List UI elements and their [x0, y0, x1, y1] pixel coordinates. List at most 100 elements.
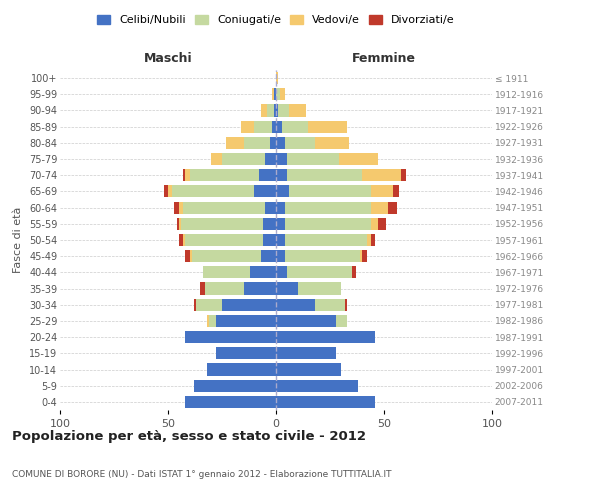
Bar — [276, 202, 284, 213]
Bar — [338, 153, 377, 165]
Bar — [284, 137, 315, 149]
Text: COMUNE DI BORORE (NU) - Dati ISTAT 1° gennaio 2012 - Elaborazione TUTTITALIA.IT: COMUNE DI BORORE (NU) - Dati ISTAT 1° ge… — [12, 470, 392, 479]
Bar — [226, 137, 244, 149]
Bar — [276, 88, 280, 101]
Bar — [203, 266, 250, 278]
Bar — [272, 120, 276, 132]
Y-axis label: Fasce di età: Fasce di età — [13, 207, 23, 273]
Bar — [337, 315, 347, 327]
Bar — [284, 218, 371, 230]
Bar — [274, 104, 276, 117]
Bar — [185, 234, 263, 246]
Bar — [371, 186, 392, 198]
Bar — [284, 234, 367, 246]
Bar — [287, 153, 338, 165]
Bar — [172, 186, 254, 198]
Bar — [276, 234, 284, 246]
Bar — [283, 120, 308, 132]
Bar — [274, 88, 276, 101]
Bar — [205, 282, 244, 294]
Bar — [265, 202, 276, 213]
Bar — [190, 250, 192, 262]
Bar — [289, 186, 371, 198]
Bar — [276, 169, 287, 181]
Bar — [215, 348, 276, 360]
Bar — [278, 104, 289, 117]
Bar — [179, 234, 183, 246]
Bar — [284, 202, 371, 213]
Bar — [265, 153, 276, 165]
Bar — [185, 331, 276, 343]
Bar — [371, 234, 376, 246]
Bar — [244, 137, 269, 149]
Bar — [284, 250, 360, 262]
Bar — [287, 266, 352, 278]
Bar — [276, 218, 284, 230]
Bar — [371, 218, 377, 230]
Bar — [315, 298, 345, 311]
Bar — [181, 218, 263, 230]
Bar — [176, 218, 179, 230]
Bar — [287, 169, 362, 181]
Bar — [259, 169, 276, 181]
Bar — [276, 72, 278, 84]
Bar — [345, 298, 347, 311]
Bar — [222, 153, 265, 165]
Bar — [192, 250, 261, 262]
Bar — [215, 315, 276, 327]
Bar — [352, 266, 356, 278]
Bar — [276, 348, 337, 360]
Bar — [185, 169, 190, 181]
Bar — [254, 186, 276, 198]
Bar — [244, 282, 276, 294]
Bar — [276, 331, 376, 343]
Bar — [183, 169, 185, 181]
Bar — [194, 298, 196, 311]
Bar — [209, 315, 215, 327]
Bar — [200, 282, 205, 294]
Bar — [276, 266, 287, 278]
Bar — [194, 380, 276, 392]
Bar — [388, 202, 397, 213]
Bar — [164, 186, 168, 198]
Bar — [401, 169, 406, 181]
Bar — [276, 315, 337, 327]
Legend: Celibi/Nubili, Coniugati/e, Vedovi/e, Divorziati/e: Celibi/Nubili, Coniugati/e, Vedovi/e, Di… — [93, 10, 459, 30]
Bar — [362, 250, 367, 262]
Bar — [179, 202, 183, 213]
Text: Maschi: Maschi — [143, 52, 193, 65]
Bar — [276, 380, 358, 392]
Bar — [168, 186, 172, 198]
Bar — [276, 298, 315, 311]
Bar — [276, 396, 376, 408]
Bar — [250, 266, 276, 278]
Bar — [289, 104, 306, 117]
Bar — [190, 169, 259, 181]
Bar — [261, 250, 276, 262]
Bar — [179, 218, 181, 230]
Bar — [272, 88, 274, 101]
Bar — [392, 186, 399, 198]
Bar — [263, 218, 276, 230]
Bar — [360, 250, 362, 262]
Bar — [263, 234, 276, 246]
Bar — [276, 137, 284, 149]
Bar — [211, 153, 222, 165]
Bar — [276, 250, 284, 262]
Bar — [276, 364, 341, 376]
Bar — [222, 298, 276, 311]
Bar — [276, 186, 289, 198]
Bar — [196, 298, 222, 311]
Bar — [261, 104, 268, 117]
Bar — [268, 104, 274, 117]
Bar — [315, 137, 349, 149]
Bar — [185, 250, 190, 262]
Text: Popolazione per età, sesso e stato civile - 2012: Popolazione per età, sesso e stato civil… — [12, 430, 366, 443]
Bar — [276, 282, 298, 294]
Bar — [298, 282, 341, 294]
Bar — [280, 88, 284, 101]
Bar — [276, 104, 278, 117]
Bar — [371, 202, 388, 213]
Bar — [362, 169, 401, 181]
Bar — [254, 120, 272, 132]
